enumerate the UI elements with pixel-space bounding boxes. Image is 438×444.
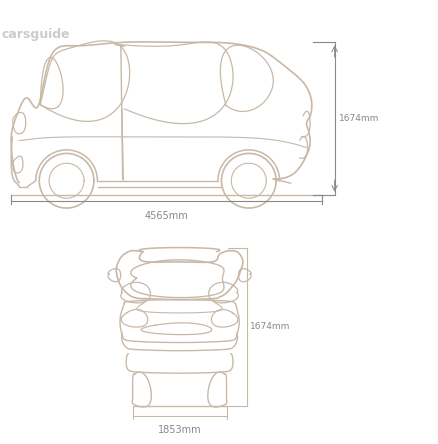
- Text: 1853mm: 1853mm: [158, 425, 201, 435]
- Text: 4565mm: 4565mm: [145, 211, 188, 221]
- Text: carsguide: carsguide: [2, 28, 71, 41]
- Text: 1674mm: 1674mm: [250, 322, 290, 331]
- Text: 1674mm: 1674mm: [339, 114, 379, 123]
